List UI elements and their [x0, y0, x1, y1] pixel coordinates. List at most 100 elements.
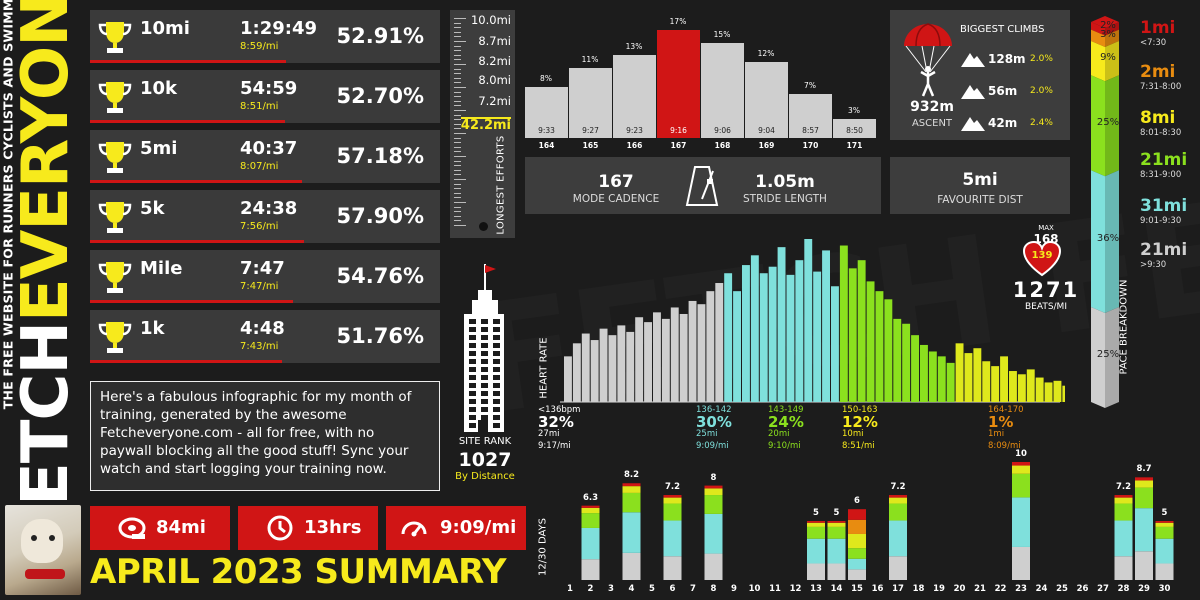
hr-bar	[572, 343, 581, 402]
cadence-bar-time: 9:16	[670, 126, 687, 135]
hr-bar	[857, 260, 866, 402]
pace-label-dist: 8mi	[1140, 108, 1176, 128]
pace-segment	[1091, 75, 1105, 177]
hr-zone-range: 150-163	[842, 405, 878, 415]
hr-zone-pace: 8:09/mi	[988, 441, 1021, 451]
pb-distance: 10k	[140, 78, 178, 99]
pb-row-1: 10k 54:59 8:51/mi 52.70%	[90, 70, 440, 123]
cadence-x-label: 164	[538, 141, 555, 150]
hr-zone-3: 150-163 12% 10mi 8:51/mi	[842, 404, 878, 452]
pb-row-0: 10mi 1:29:49 8:59/mi 52.91%	[90, 10, 440, 63]
day-bar	[1135, 477, 1153, 481]
longest-title: LONGEST EFFORTS	[495, 135, 507, 235]
trophy-icon	[98, 322, 132, 353]
hr-zone-pct: 32%	[538, 413, 574, 431]
climb-gradient: 2.4%	[1030, 118, 1053, 128]
cadence-bar-time: 8:50	[846, 126, 863, 135]
hr-bar	[661, 318, 670, 402]
day-bar	[889, 556, 907, 580]
pace-segment-pct: 2%	[1100, 19, 1116, 31]
trophy-icon	[98, 142, 132, 173]
day-x-label: 18	[912, 584, 925, 594]
day-bar	[1135, 480, 1153, 488]
longest-5: 7.2mi	[478, 94, 511, 108]
longest-efforts: 10.0mi 8.7mi 8.2mi 8.0mi 7.2mi 42.2mi LO…	[450, 10, 515, 238]
clock-icon	[267, 515, 293, 541]
pb-score-bar	[90, 300, 293, 303]
fav-dist-value: 5mi	[962, 170, 998, 190]
hr-bar	[1062, 385, 1065, 402]
day-bar	[622, 483, 641, 487]
climb-height: 42m	[988, 116, 1018, 130]
pace-label-dist: 21mi	[1140, 150, 1188, 170]
day-bar	[663, 556, 682, 580]
day-bar	[1135, 508, 1153, 552]
site-rank: SITE RANK 1027 By Distance	[435, 436, 535, 482]
hr-zone-range: 164-170	[988, 405, 1024, 415]
day-x-label: 28	[1117, 584, 1130, 594]
hr-bar	[937, 356, 946, 402]
hr-bar	[964, 353, 973, 402]
hr-bar	[884, 299, 893, 402]
stride-value: 1.05m	[755, 172, 815, 192]
day-x-label: 30	[1158, 584, 1171, 594]
hr-bar	[795, 260, 804, 402]
days-ylabel: 12/30 DAYS	[537, 517, 549, 577]
pb-distance: Mile	[140, 258, 183, 279]
hr-bar	[1017, 374, 1026, 402]
hr-bar	[653, 312, 661, 402]
pace-label-dist: 31mi	[1140, 196, 1188, 216]
cadence-bar-pct: 7%	[804, 80, 816, 90]
pb-score-bar	[90, 360, 282, 363]
hr-bar	[946, 362, 955, 402]
cadence-bar-time: 9:27	[582, 126, 599, 135]
cadence-bar-time: 9:06	[714, 126, 731, 135]
cadence-x-label: 169	[758, 141, 775, 150]
pb-time: 40:37	[240, 138, 298, 159]
hr-zone-pct: 24%	[768, 413, 804, 431]
hr-max-label: MAX	[1038, 224, 1054, 232]
pb-percent: 51.76%	[336, 324, 424, 348]
hr-bar	[670, 307, 679, 402]
pace-segment-pct: 9%	[1100, 52, 1116, 64]
hr-zone-pace: 9:17/mi	[538, 441, 571, 451]
hr-bar	[831, 286, 839, 402]
day-x-label: 7	[690, 584, 696, 594]
time-stat: 13hrs	[238, 506, 378, 550]
distance-value: 84mi	[156, 517, 206, 538]
hr-bar	[982, 361, 991, 402]
pace-breakdown-chart	[1091, 16, 1119, 408]
cadence-bar	[613, 55, 656, 138]
day-bar	[581, 527, 600, 560]
pb-percent: 54.76%	[336, 264, 424, 288]
hr-bar	[1000, 356, 1008, 402]
parachute-icon	[904, 23, 952, 97]
day-value: 8.2	[623, 470, 640, 481]
cadence-bar-pct: 8%	[540, 74, 552, 84]
daily-distance-chart	[581, 462, 1174, 580]
day-bar	[622, 492, 641, 513]
tape-measure-icon	[118, 517, 146, 539]
hr-bar	[839, 245, 848, 402]
cadence-x-label: 165	[582, 141, 599, 150]
hr-bar	[644, 322, 652, 402]
day-bar	[1135, 487, 1153, 509]
pace-label-dist: 1mi	[1140, 18, 1176, 38]
pb-distance: 5k	[140, 198, 165, 219]
cadence-bar-time: 8:57	[802, 126, 819, 135]
hr-bar	[679, 313, 688, 402]
pb-pace: 7:43/mi	[240, 341, 279, 352]
cadence-bar-pct: 12%	[757, 48, 775, 58]
pace-stat: 9:09/mi	[386, 506, 526, 550]
ascent-value: 932m	[910, 99, 954, 115]
pb-pace: 7:56/mi	[240, 221, 279, 232]
day-bar	[827, 521, 846, 523]
hr-zone-dist: 20mi	[768, 429, 790, 439]
pb-row-4: Mile 7:47 7:47/mi 54.76%	[90, 250, 440, 303]
pb-time: 24:38	[240, 198, 298, 219]
hr-zone-pct: 12%	[842, 413, 878, 431]
day-bar	[1012, 462, 1030, 466]
pace-segment	[1091, 41, 1105, 82]
hr-bar	[902, 323, 911, 402]
pb-score-bar	[90, 240, 304, 243]
